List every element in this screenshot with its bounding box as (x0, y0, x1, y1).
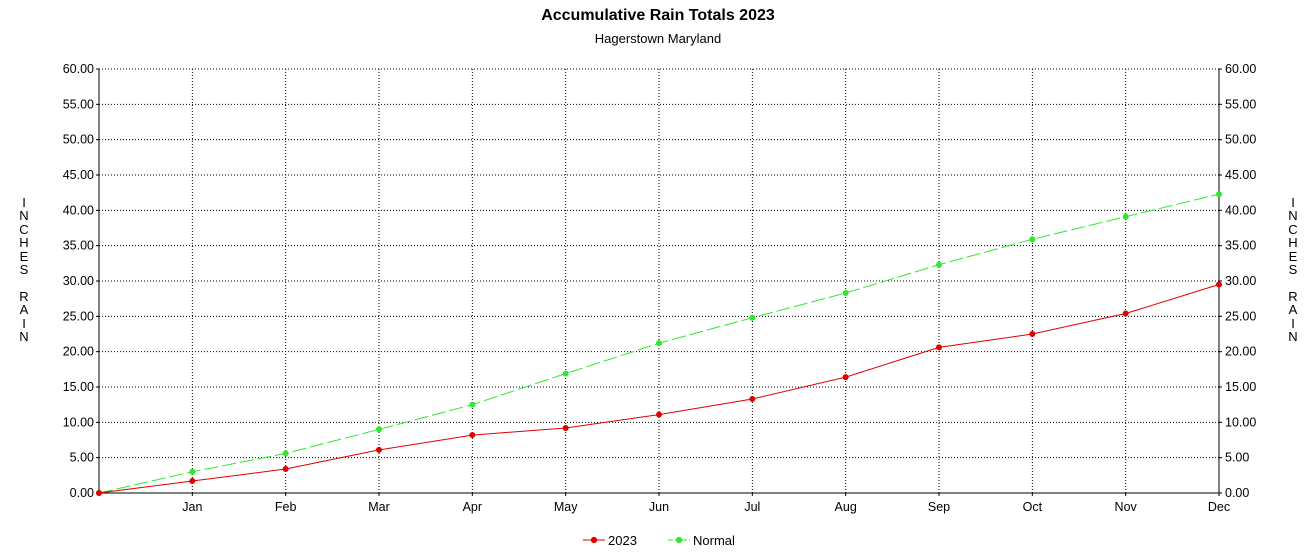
x-tick-label: Apr (463, 500, 482, 514)
data-point-2023 (842, 374, 849, 381)
data-point-normal (842, 290, 849, 297)
axes-layer: 0.00 0.00 5.00 5.00 10.00 10.00 15.00 15.00 20.0… (63, 62, 1257, 514)
legend-marker-2023 (590, 536, 598, 544)
y-tick-label-right: 50.00 (1225, 133, 1256, 147)
data-point-normal (562, 370, 569, 377)
y-tick-label-left: 20.00 (63, 345, 94, 359)
y-tick-label-left: 30.00 (63, 274, 94, 288)
y-tick-label-right: 55.00 (1225, 97, 1256, 111)
data-point-normal (1216, 191, 1223, 198)
x-tick-label: Feb (275, 500, 297, 514)
chart-subtitle: Hagerstown Maryland (594, 31, 722, 46)
x-tick-label: Jun (649, 500, 669, 514)
y-tick-label-left: 5.00 (70, 451, 94, 465)
y-tick-label-left: 40.00 (63, 203, 94, 217)
y-tick-label-right: 60.00 (1225, 62, 1256, 76)
y-tick-label-right: 25.00 (1225, 309, 1256, 323)
legend-label-normal: Normal (693, 533, 735, 548)
data-point-2023 (1216, 281, 1223, 288)
y-tick-label-right: 15.00 (1225, 380, 1256, 394)
data-point-2023 (282, 465, 289, 472)
data-point-normal (1029, 236, 1036, 243)
y-tick-label-left: 60.00 (63, 62, 94, 76)
legend: 2023 Normal (583, 533, 735, 548)
data-point-normal (282, 450, 289, 457)
y-tick-label-right: 5.00 (1225, 451, 1249, 465)
y-tick-label-left: 45.00 (63, 168, 94, 182)
legend-label-2023: 2023 (608, 533, 637, 548)
data-point-normal (656, 340, 663, 347)
x-tick-label: Jan (182, 500, 202, 514)
grid-layer (99, 68, 1219, 493)
data-point-2023 (1029, 330, 1036, 337)
y-tick-label-right: 10.00 (1225, 415, 1256, 429)
x-tick-label: Mar (368, 500, 390, 514)
data-point-normal (469, 401, 476, 408)
y-axis-label-left: I N C H E S R A I N (19, 195, 29, 345)
data-point-normal (1122, 213, 1129, 220)
data-point-2023 (936, 344, 943, 351)
y-tick-label-left: 10.00 (63, 415, 94, 429)
y-tick-label-left: 35.00 (63, 239, 94, 253)
chart-title: Accumulative Rain Totals 2023 (541, 7, 775, 24)
data-point-2023 (189, 477, 196, 484)
series-layer (96, 191, 1223, 496)
x-tick-label: Jul (744, 500, 760, 514)
x-tick-label: Nov (1115, 500, 1138, 514)
y-tick-label-left: 25.00 (63, 309, 94, 323)
y-axis-label-right: I N C H E S R A I N (1288, 195, 1298, 345)
data-point-2023 (469, 432, 476, 439)
data-point-normal (375, 426, 382, 433)
y-tick-label-left: 50.00 (63, 133, 94, 147)
y-tick-label-left: 15.00 (63, 380, 94, 394)
data-point-2023 (656, 411, 663, 418)
data-point-2023 (1122, 310, 1129, 317)
x-tick-label: Sep (928, 500, 950, 514)
data-point-normal (749, 314, 756, 321)
y-tick-label-right: 20.00 (1225, 345, 1256, 359)
y-tick-label-left: 55.00 (63, 97, 94, 111)
x-tick-label: Oct (1023, 500, 1043, 514)
data-point-2023 (749, 396, 756, 403)
x-tick-label: May (554, 500, 578, 514)
x-tick-label: Dec (1208, 500, 1230, 514)
data-point-2023 (562, 424, 569, 431)
x-tick-label: Aug (835, 500, 857, 514)
y-tick-label-right: 40.00 (1225, 203, 1256, 217)
y-tick-label-right: 45.00 (1225, 168, 1256, 182)
y-tick-label-right: 30.00 (1225, 274, 1256, 288)
data-point-normal (189, 468, 196, 475)
y-tick-label-left: 0.00 (70, 486, 94, 500)
y-tick-label-right: 0.00 (1225, 486, 1249, 500)
data-point-2023 (375, 446, 382, 453)
data-point-normal (936, 261, 943, 268)
data-point-2023 (96, 489, 103, 496)
legend-marker-normal (675, 536, 683, 544)
y-tick-label-right: 35.00 (1225, 239, 1256, 253)
